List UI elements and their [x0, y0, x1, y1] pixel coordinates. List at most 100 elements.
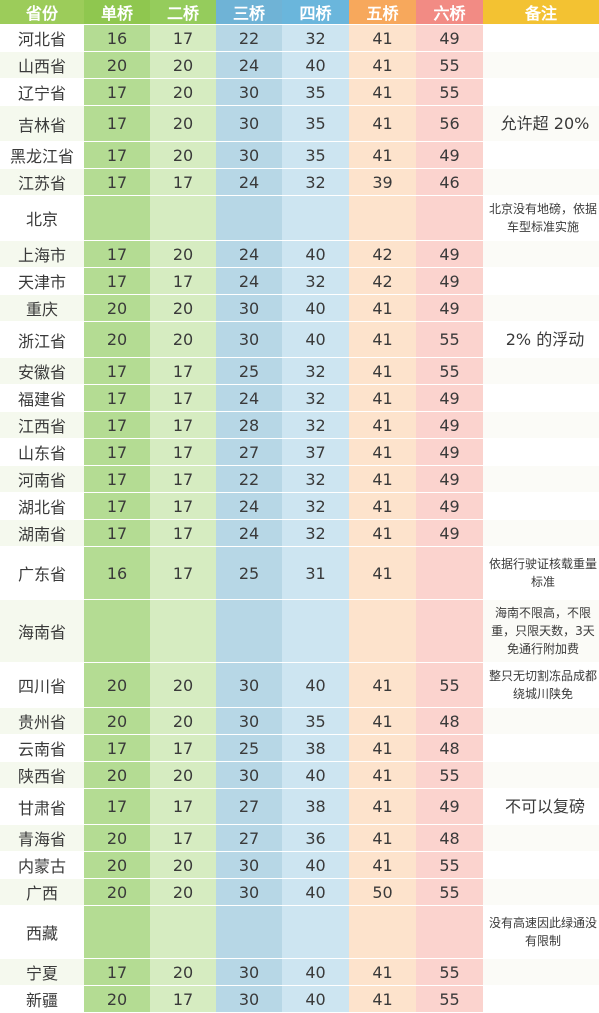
- province-cell: 辽宁省: [0, 79, 84, 106]
- axle-5-limit-cell: 39: [349, 169, 416, 196]
- axle-5-limit-cell: 41: [349, 663, 416, 708]
- province-cell: 新疆: [0, 986, 84, 1013]
- province-cell: 青海省: [0, 825, 84, 852]
- table-row: 新疆 20 17 30 40 41 55: [0, 986, 599, 1013]
- axle-5-limit-cell: 41: [349, 25, 416, 52]
- axle-3-limit-cell: 24: [216, 493, 282, 520]
- axle-1-limit-cell: 20: [84, 852, 150, 879]
- axle-4-limit-cell: 38: [282, 735, 349, 762]
- axle-1-limit-cell: 16: [84, 547, 150, 600]
- axle-4-limit-cell: 32: [282, 466, 349, 493]
- table-row: 海南省 海南不限高，不限重，只限天数，3天免通行附加费: [0, 600, 599, 663]
- axle-6-limit-cell: 55: [416, 852, 483, 879]
- table-row: 江苏省 17 17 24 32 39 46: [0, 169, 599, 196]
- note-cell: [483, 439, 599, 466]
- axle-6-limit-cell: 49: [416, 412, 483, 439]
- note-cell: 不可以复磅: [483, 789, 599, 825]
- axle-3-limit-cell: 27: [216, 789, 282, 825]
- axle-4-limit-cell: [282, 906, 349, 959]
- axle-5-limit-cell: 50: [349, 879, 416, 906]
- axle-5-limit-cell: 41: [349, 106, 416, 142]
- axle-3-limit-cell: 30: [216, 79, 282, 106]
- axle-4-limit-cell: 40: [282, 852, 349, 879]
- axle-4-limit-cell: 35: [282, 142, 349, 169]
- axle-4-limit-cell: 32: [282, 385, 349, 412]
- note-cell: [483, 169, 599, 196]
- table-row: 吉林省 17 20 30 35 41 56 允许超 20%: [0, 106, 599, 142]
- axle-4-limit-cell: [282, 600, 349, 663]
- note-cell: [483, 520, 599, 547]
- province-cell: 山西省: [0, 52, 84, 79]
- note-cell: [483, 412, 599, 439]
- axle-1-limit-cell: 17: [84, 169, 150, 196]
- note-cell: 2% 的浮动: [483, 322, 599, 358]
- table-row: 贵州省 20 20 30 35 41 48: [0, 708, 599, 735]
- header-axle-5: 五桥: [349, 0, 416, 25]
- table-row: 安徽省 17 17 25 32 41 55: [0, 358, 599, 385]
- axle-5-limit-cell: 41: [349, 986, 416, 1013]
- province-cell: 陕西省: [0, 762, 84, 789]
- axle-1-limit-cell: 20: [84, 322, 150, 358]
- table-row: 浙江省 20 20 30 40 41 55 2% 的浮动: [0, 322, 599, 358]
- axle-4-limit-cell: 35: [282, 708, 349, 735]
- axle-5-limit-cell: 41: [349, 493, 416, 520]
- province-cell: 福建省: [0, 385, 84, 412]
- axle-1-limit-cell: 17: [84, 466, 150, 493]
- axle-3-limit-cell: 30: [216, 663, 282, 708]
- axle-3-limit-cell: 24: [216, 241, 282, 268]
- axle-3-limit-cell: 30: [216, 879, 282, 906]
- axle-6-limit-cell: [416, 906, 483, 959]
- axle-6-limit-cell: 55: [416, 663, 483, 708]
- table-row: 青海省 20 17 27 36 41 48: [0, 825, 599, 852]
- axle-2-limit-cell: 20: [150, 879, 216, 906]
- table-row: 内蒙古 20 20 30 40 41 55: [0, 852, 599, 879]
- axle-1-limit-cell: 17: [84, 789, 150, 825]
- axle-5-limit-cell: 41: [349, 959, 416, 986]
- axle-5-limit-cell: 41: [349, 762, 416, 789]
- axle-6-limit-cell: 49: [416, 466, 483, 493]
- axle-5-limit-cell: 41: [349, 412, 416, 439]
- axle-6-limit-cell: 55: [416, 762, 483, 789]
- axle-2-limit-cell: 20: [150, 295, 216, 322]
- axle-2-limit-cell: [150, 600, 216, 663]
- axle-2-limit-cell: [150, 196, 216, 241]
- axle-5-limit-cell: 42: [349, 268, 416, 295]
- axle-3-limit-cell: 22: [216, 25, 282, 52]
- province-cell: 山东省: [0, 439, 84, 466]
- note-text: 北京没有地磅，依据车型标准实施: [488, 202, 597, 234]
- axle-4-limit-cell: 40: [282, 663, 349, 708]
- axle-6-limit-cell: 49: [416, 493, 483, 520]
- province-cell: 甘肃省: [0, 789, 84, 825]
- axle-6-limit-cell: [416, 547, 483, 600]
- axle-3-limit-cell: 25: [216, 547, 282, 600]
- header-axle-6: 六桥: [416, 0, 483, 25]
- axle-3-limit-cell: 24: [216, 268, 282, 295]
- axle-4-limit-cell: 32: [282, 268, 349, 295]
- province-cell: 西藏: [0, 906, 84, 959]
- axle-2-limit-cell: 17: [150, 789, 216, 825]
- axle-4-limit-cell: 37: [282, 439, 349, 466]
- axle-2-limit-cell: 17: [150, 520, 216, 547]
- note-text: 依据行驶证核载重量标准: [488, 557, 597, 589]
- axle-1-limit-cell: [84, 906, 150, 959]
- axle-6-limit-cell: 55: [416, 959, 483, 986]
- table-row: 辽宁省 17 20 30 35 41 55: [0, 79, 599, 106]
- note-cell: 整只无切割冻品成都绕城川陕免: [483, 663, 599, 708]
- note-cell: [483, 852, 599, 879]
- axle-3-limit-cell: 30: [216, 852, 282, 879]
- axle-1-limit-cell: 16: [84, 25, 150, 52]
- axle-1-limit-cell: 20: [84, 879, 150, 906]
- axle-4-limit-cell: 40: [282, 762, 349, 789]
- axle-3-limit-cell: 30: [216, 762, 282, 789]
- axle-2-limit-cell: 17: [150, 25, 216, 52]
- axle-6-limit-cell: 49: [416, 520, 483, 547]
- axle-2-limit-cell: 17: [150, 358, 216, 385]
- axle-1-limit-cell: 17: [84, 358, 150, 385]
- axle-5-limit-cell: 41: [349, 547, 416, 600]
- table-row: 广东省 16 17 25 31 41 依据行驶证核载重量标准: [0, 547, 599, 600]
- axle-6-limit-cell: 56: [416, 106, 483, 142]
- note-cell: [483, 708, 599, 735]
- axle-4-limit-cell: 40: [282, 959, 349, 986]
- note-cell: [483, 735, 599, 762]
- table-row: 北京 北京没有地磅，依据车型标准实施: [0, 196, 599, 241]
